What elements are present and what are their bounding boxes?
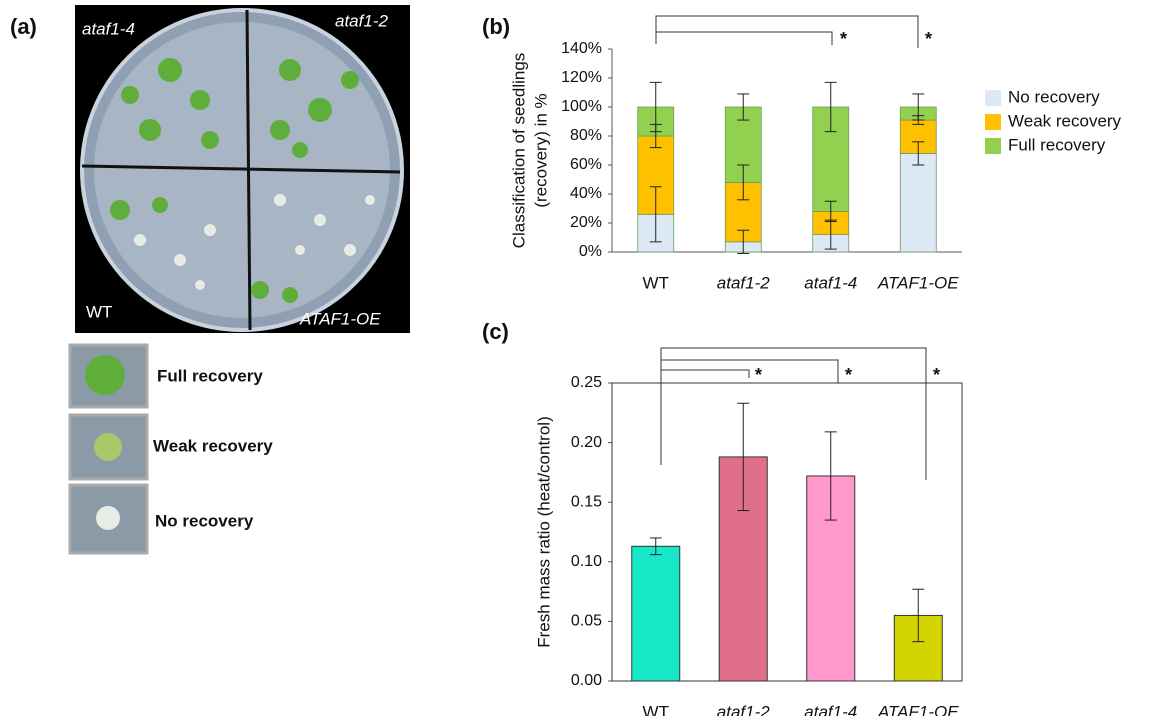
key-label: Weak recovery <box>153 436 273 455</box>
y-axis-label: Classification of seedlings <box>509 53 528 249</box>
significance-star: * <box>845 365 852 385</box>
quadrant-label: WT <box>86 302 112 321</box>
significance-bracket <box>655 15 927 480</box>
bar-segment <box>899 152 937 253</box>
key-label: Full recovery <box>157 366 263 385</box>
y-tick-label: 0.05 <box>571 613 602 630</box>
y-tick-label: 0.00 <box>571 672 602 689</box>
legend-label: No recovery <box>1008 87 1100 106</box>
significance-star: * <box>840 29 847 49</box>
plate-photo: ataf1-4 ataf1-2 WT ATAF1-OE <box>75 5 410 333</box>
legend-label: Full recovery <box>1008 135 1106 154</box>
y-tick-label: 0.20 <box>571 434 602 451</box>
y-tick-label: 0.25 <box>571 374 602 391</box>
legend-swatch <box>985 114 1001 130</box>
x-tick-label: ATAF1-OE <box>877 273 959 292</box>
x-tick-label: ataf1-4 <box>804 273 857 292</box>
x-tick-label: ataf1-2 <box>717 273 770 292</box>
significance-star: * <box>925 29 932 49</box>
y-tick-label: 0% <box>579 243 602 260</box>
legend-swatch <box>985 138 1001 154</box>
y-axis-label: (recovery) in % <box>531 93 550 207</box>
significance-star: * <box>933 365 940 385</box>
y-tick-label: 0.10 <box>571 553 602 570</box>
panel-label: (a) <box>10 14 37 39</box>
panel-label: (b) <box>482 14 510 39</box>
quadrant-label: ataf1-4 <box>82 19 135 38</box>
y-tick-label: 140% <box>561 40 602 57</box>
quadrant-label: ataf1-2 <box>335 11 388 30</box>
y-tick-label: 60% <box>570 156 602 173</box>
x-tick-label: ataf1-2 <box>717 702 770 716</box>
x-tick-label: WT <box>643 702 669 716</box>
y-tick-label: 120% <box>561 69 602 86</box>
x-tick-label: ATAF1-OE <box>877 702 959 716</box>
x-tick-label: ataf1-4 <box>804 702 857 716</box>
y-tick-label: 20% <box>570 214 602 231</box>
y-tick-label: 100% <box>561 98 602 115</box>
key-label: No recovery <box>155 511 254 530</box>
plot-frame <box>611 382 963 682</box>
recovery-key: Full recovery Weak recovery No recovery <box>68 343 273 555</box>
legend-label: Weak recovery <box>1008 111 1122 130</box>
quadrant-label: ATAF1-OE <box>299 309 381 328</box>
legend-swatch <box>985 90 1001 106</box>
significance-star: * <box>755 365 762 385</box>
x-tick-label: WT <box>643 273 669 292</box>
y-axis-label: Fresh mass ratio (heat/control) <box>534 416 553 647</box>
y-tick-label: 40% <box>570 185 602 202</box>
y-tick-label: 80% <box>570 127 602 144</box>
bar <box>631 545 681 682</box>
panel-label: (c) <box>482 319 509 344</box>
y-tick-label: 0.15 <box>571 493 602 510</box>
